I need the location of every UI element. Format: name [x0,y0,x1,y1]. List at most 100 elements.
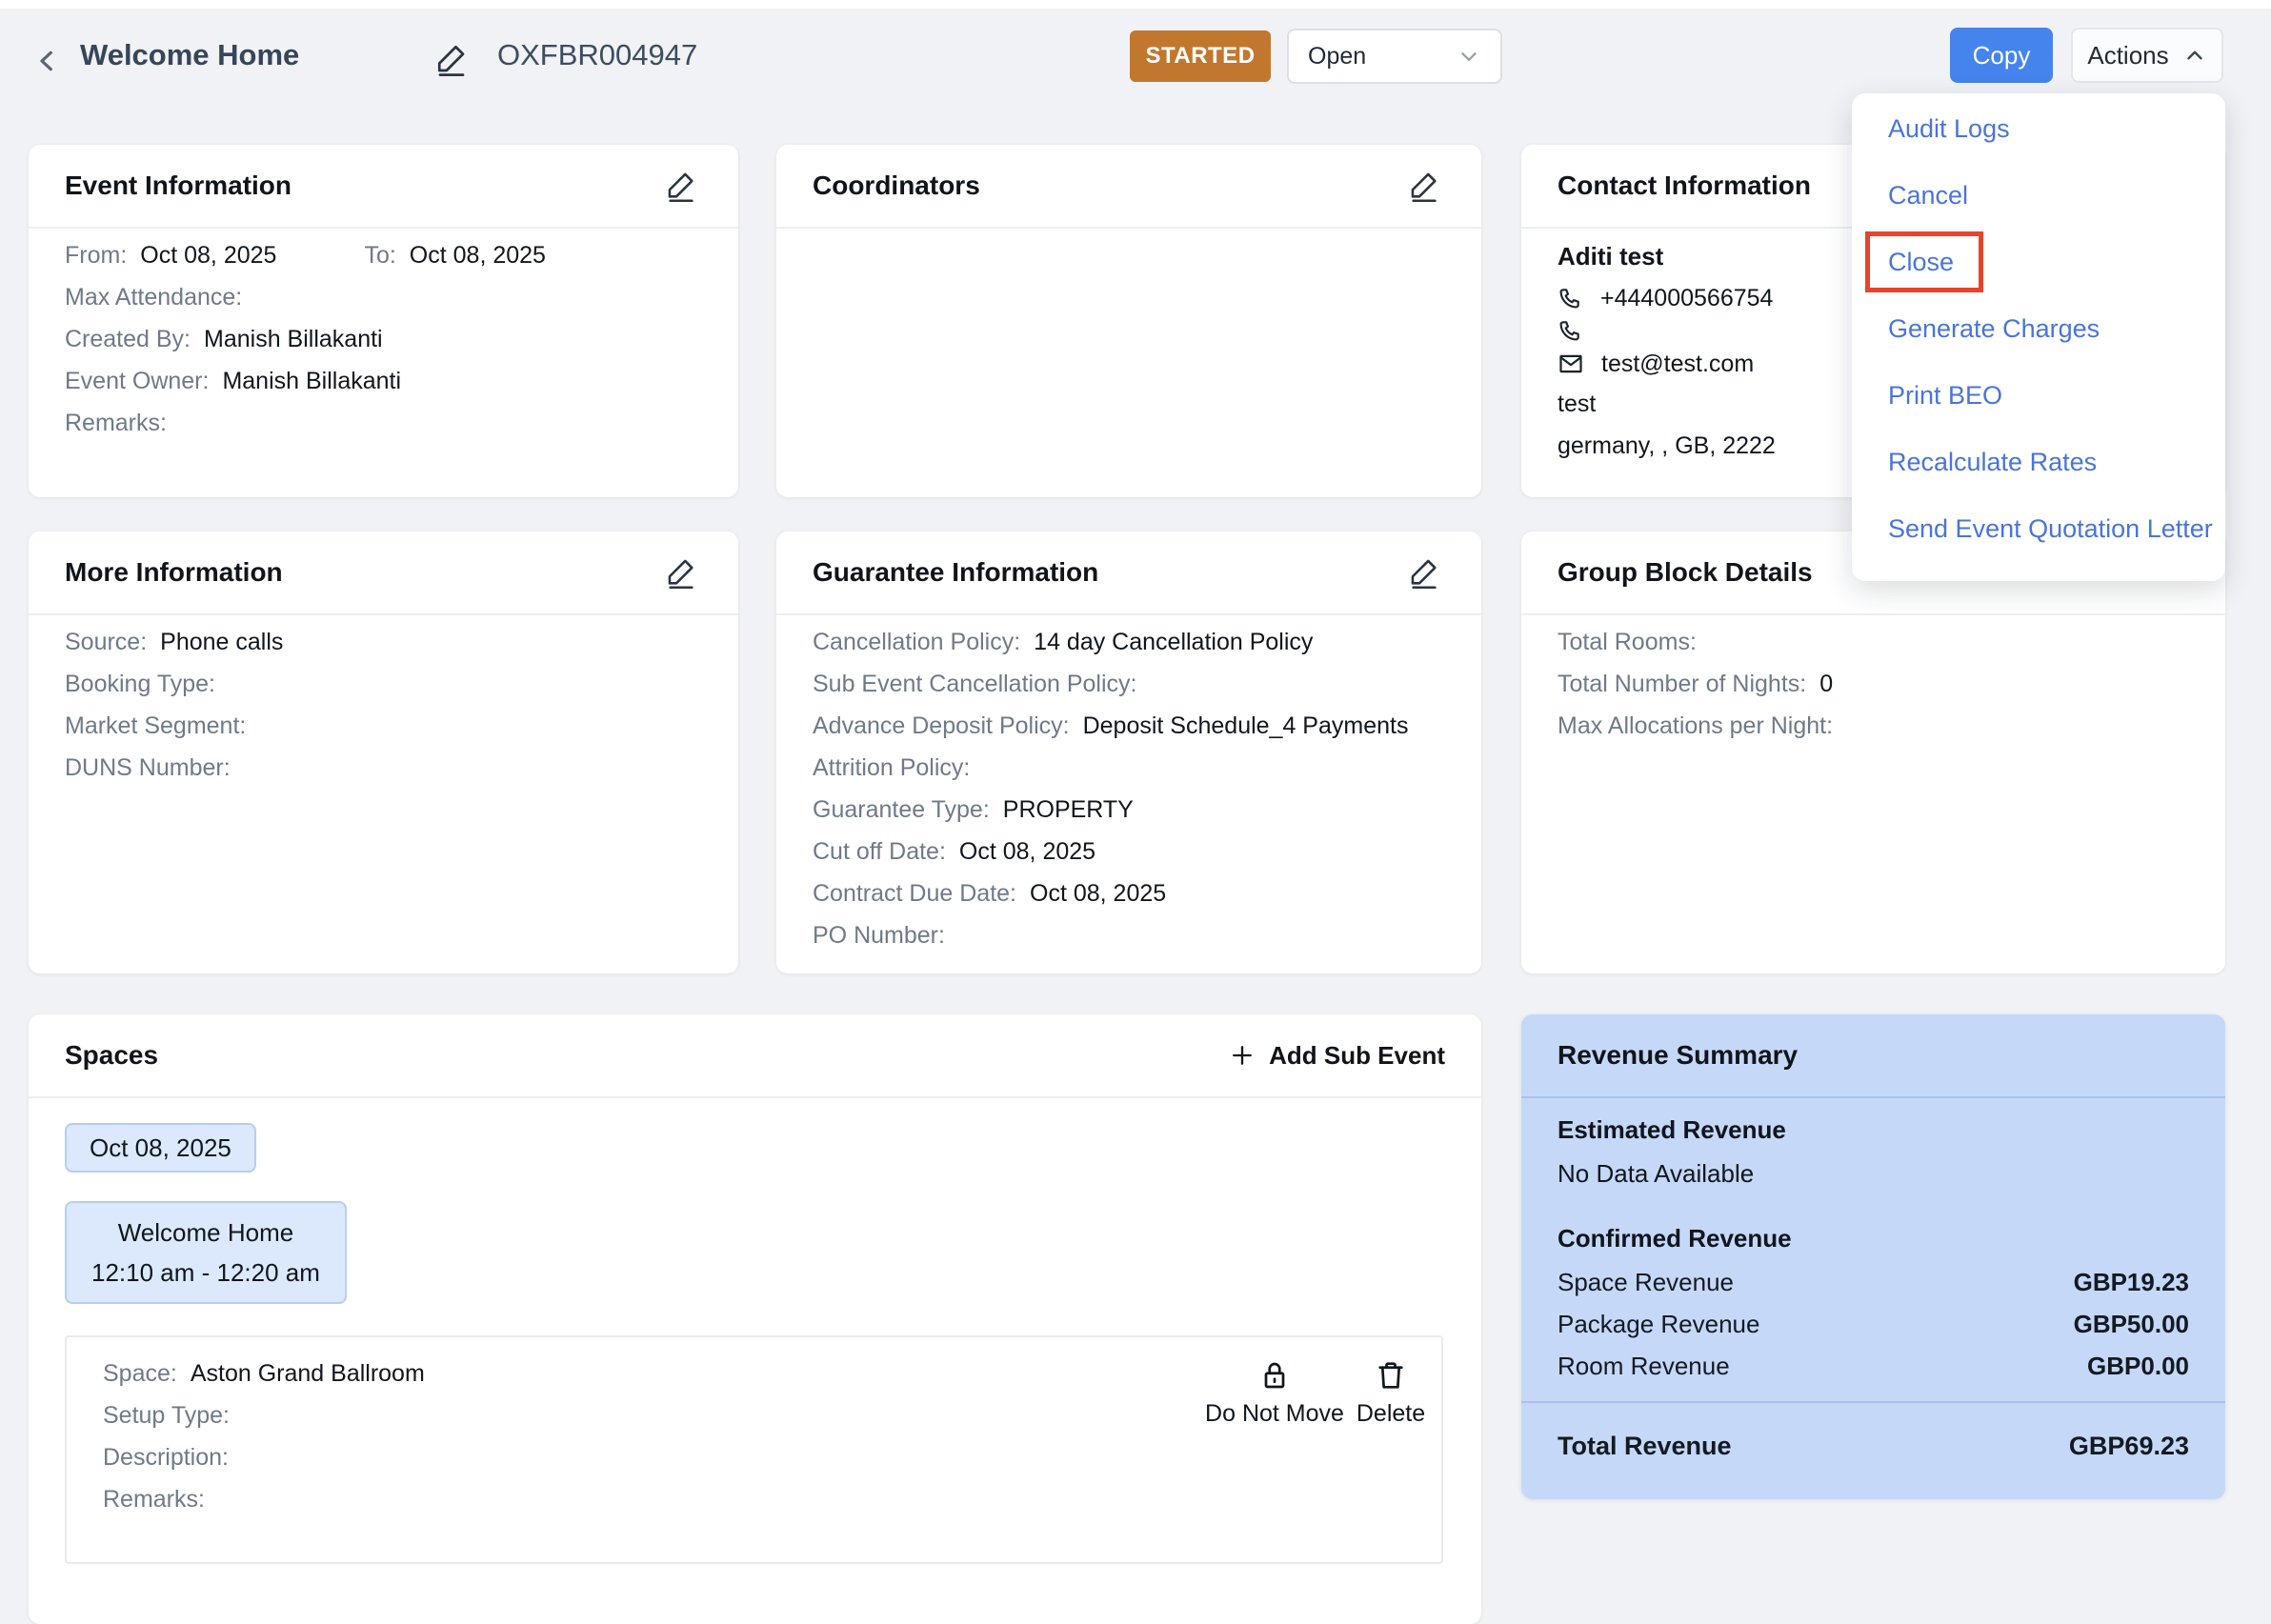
contact-email-row: test@test.com [1558,350,2189,378]
card-title: More Information [65,557,283,587]
field-label: Total Rooms: [1558,629,1697,655]
revenue-row: Room Revenue GBP0.00 [1558,1352,2189,1380]
estimated-revenue-heading: Estimated Revenue [1558,1115,1786,1144]
field-value: PROPERTY [1002,796,1134,823]
confirmed-revenue-heading: Confirmed Revenue [1558,1224,1792,1253]
field-row: Cut off Date: Oct 08, 2025 [813,838,1445,865]
revenue-label: Room Revenue [1558,1352,1730,1380]
contact-email: test@test.com [1601,351,1755,377]
field-value: Deposit Schedule_4 Payments [1082,712,1409,739]
field-value: Oct 08, 2025 [409,242,546,269]
edit-more-information-button[interactable] [660,551,702,593]
field-label: Sub Event Cancellation Policy: [813,671,1137,697]
menu-item-audit-logs[interactable]: Audit Logs [1888,113,2010,143]
menu-item-recalculate-rates[interactable]: Recalculate Rates [1888,447,2098,476]
top-strip [0,0,2271,9]
field-label: DUNS Number: [65,754,231,781]
field-row: From: Oct 08, 2025 To: Oct 08, 2025 [65,242,702,269]
field-label: Description: [103,1444,229,1471]
card-title: Contact Information [1558,170,1811,200]
field-value: Phone calls [160,629,284,655]
field-row: Market Segment: [65,712,702,739]
field-row: Contract Due Date: Oct 08, 2025 [813,880,1445,907]
field-row: Description: [103,1444,1405,1471]
field-label: Market Segment: [65,712,247,739]
menu-item-print-beo[interactable]: Print BEO [1888,380,2003,410]
field-row: Guarantee Type: PROPERTY [813,796,1445,823]
field-label: Max Attendance: [65,284,243,311]
phone-icon [1558,286,1583,311]
field-row: Created By: Manish Billakanti [65,326,702,352]
back-button[interactable] [29,42,67,80]
field-row: Total Rooms: [1558,629,2189,655]
date-chip[interactable]: Oct 08, 2025 [65,1123,256,1173]
field-value: Oct 08, 2025 [958,838,1096,865]
contact-name: Aditi test [1558,242,1664,271]
menu-item-cancel[interactable]: Cancel [1888,180,1969,210]
do-not-move-button[interactable]: Do Not Move [1203,1358,1346,1428]
sub-event-title: Welcome Home [117,1218,294,1247]
field-label: Space: [103,1360,177,1387]
field-label: Booking Type: [65,671,215,697]
total-revenue-amount: GBP69.23 [2068,1432,2189,1460]
field-label: Created By: [65,326,191,352]
field-row: Max Allocations per Night: [1558,712,2189,739]
delete-label: Delete [1356,1400,1426,1427]
field-row: Sub Event Cancellation Policy: [813,671,1445,697]
chevron-left-icon [32,46,63,76]
field-value: 14 day Cancellation Policy [1034,629,1314,655]
revenue-label: Package Revenue [1558,1310,1760,1338]
edit-coordinators-button[interactable] [1403,165,1445,207]
card-title: Revenue Summary [1558,1040,1799,1070]
field-row: Max Attendance: [65,284,702,311]
field-row: Cancellation Policy: 14 day Cancellation… [813,629,1445,655]
spaces-card: Spaces Add Sub Event Oct 08, 2025 Welcom… [29,1014,1481,1624]
copy-button[interactable]: Copy [1950,28,2053,83]
card-title: Group Block Details [1558,557,1813,587]
total-revenue-row: Total Revenue GBP69.23 [1558,1403,2189,1461]
contact-address-line2: germany, , GB, 2222 [1558,432,1776,459]
contact-phone2-row [1558,318,2189,344]
field-row: Booking Type: [65,671,702,697]
edit-guarantee-information-button[interactable] [1403,551,1445,593]
field-label: From: [65,242,128,269]
actions-menu: Audit Logs Cancel Close Generate Charges… [1852,93,2225,581]
revenue-row: Space Revenue GBP19.23 [1558,1268,2189,1296]
revenue-label: Space Revenue [1558,1268,1735,1296]
field-row: Attrition Policy: [813,754,1445,781]
revenue-amount: GBP19.23 [2073,1268,2189,1296]
card-title: Event Information [65,170,292,200]
field-label: Total Number of Nights: [1558,671,1807,697]
field-label: PO Number: [813,922,945,949]
field-label: Setup Type: [103,1402,230,1429]
field-label: Max Allocations per Night: [1558,712,1834,739]
no-data-text: No Data Available [1558,1159,1755,1188]
delete-button[interactable]: Delete [1348,1358,1434,1428]
pencil-icon [665,555,697,590]
field-row: DUNS Number: [65,754,702,781]
stage-select[interactable]: Open [1287,29,1502,84]
field-label: Attrition Policy: [813,754,971,781]
edit-event-information-button[interactable] [660,165,702,207]
menu-item-close[interactable]: Close [1888,247,1955,276]
field-label: To: [364,242,396,269]
sub-event-time: 12:10 am - 12:20 am [91,1258,320,1287]
sub-event-chip[interactable]: Welcome Home 12:10 am - 12:20 am [65,1201,347,1304]
actions-button[interactable]: Actions [2071,28,2223,83]
card-title: Spaces [65,1040,159,1070]
field-label: Cancellation Policy: [813,629,1021,655]
status-badge: STARTED [1130,30,1271,82]
edit-title-button[interactable] [431,38,472,80]
add-sub-event-button[interactable]: Add Sub Event [1229,1041,1445,1071]
contact-address-line1: test [1558,391,1597,417]
menu-item-send-event-quotation-letter[interactable]: Send Event Quotation Letter [1888,513,2213,543]
phone-icon [1558,318,1583,344]
field-label: Contract Due Date: [813,880,1016,907]
field-label: Guarantee Type: [813,796,990,823]
revenue-divider [1521,1401,2225,1403]
menu-item-generate-charges[interactable]: Generate Charges [1888,313,2100,343]
field-row: PO Number: [813,922,1445,949]
do-not-move-label: Do Not Move [1205,1400,1344,1427]
field-label: Remarks: [103,1486,205,1513]
coordinators-card: Coordinators [776,145,1481,497]
